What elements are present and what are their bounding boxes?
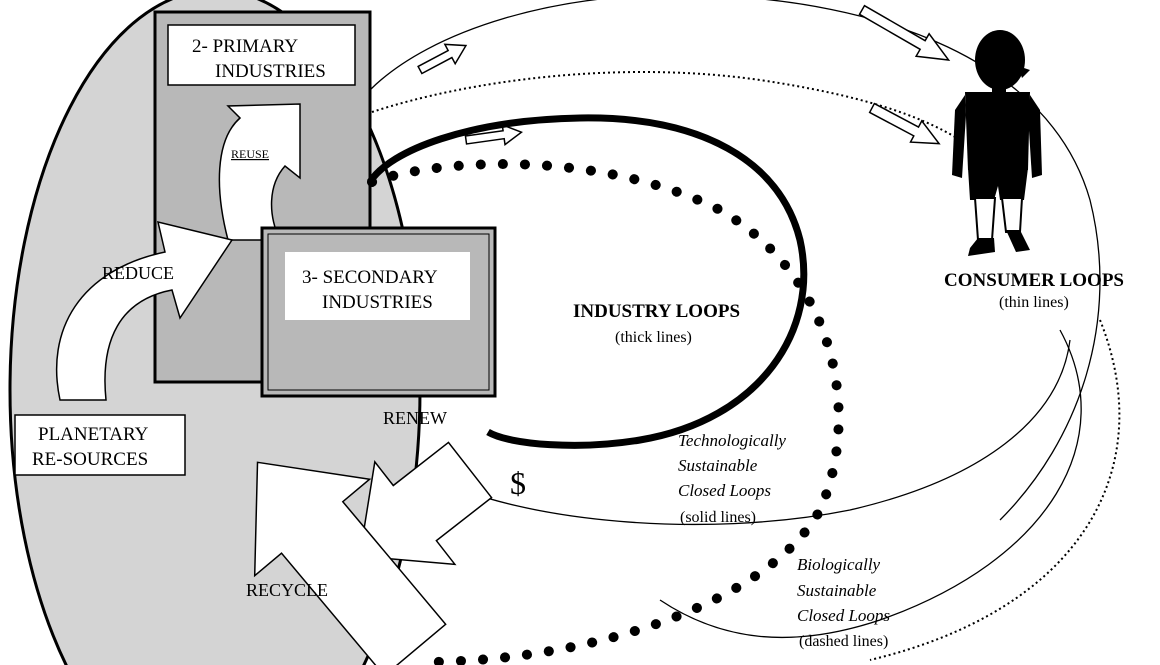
consumer-figure xyxy=(952,30,1042,256)
secondary-industries-inner-border xyxy=(267,233,490,391)
planetary-resources-line-2: RE-SOURCES xyxy=(32,449,148,470)
industry-loop-thick xyxy=(367,114,808,449)
primary-industries-label-box xyxy=(167,24,356,86)
consumer-arm-right xyxy=(1028,95,1042,178)
recycle-label: RECYCLE xyxy=(246,580,328,600)
consumer-foot-left xyxy=(968,238,995,256)
consumer-loops-title: CONSUMER LOOPS xyxy=(944,270,1124,291)
planetary-resources-line-1: PLANETARY xyxy=(38,424,149,445)
recycle-arrow xyxy=(253,461,447,665)
secondary-industries-label-box xyxy=(285,252,470,320)
consumer-arm-left xyxy=(952,95,966,178)
bio-loops-line-2: Sustainable xyxy=(797,581,877,600)
consumer-cap xyxy=(1018,66,1030,78)
consumer-leg-right xyxy=(1000,197,1024,233)
consumer-body xyxy=(965,92,1030,170)
tech-loops-line-2: Sustainable xyxy=(678,456,758,475)
reduce-arrow xyxy=(55,220,234,401)
consumer-neck xyxy=(992,85,1006,95)
secondary-industries-line-2: INDUSTRIES xyxy=(322,292,433,313)
renew-arrow xyxy=(358,441,493,566)
reduce-label: REDUCE xyxy=(102,263,174,283)
tech-loops-line-4: (solid lines) xyxy=(680,509,756,526)
primary-industries-line-2: INDUSTRIES xyxy=(215,61,326,82)
consumer-foot-right xyxy=(1006,230,1030,252)
consumer-loop-dotted-lower xyxy=(869,319,1121,661)
consumer-loops-subtitle: (thin lines) xyxy=(999,294,1069,311)
consumer-arrow-1 xyxy=(417,43,468,75)
renew-label: RENEW xyxy=(383,408,447,428)
biological-dotted-loop xyxy=(367,159,844,665)
bio-loops-line-1: Biologically xyxy=(797,555,881,574)
consumer-loop-dotted xyxy=(371,71,961,141)
bio-loops-line-3: Closed Loops xyxy=(797,606,890,625)
tech-loops-line-3: Closed Loops xyxy=(678,481,771,500)
consumer-leg-left xyxy=(973,197,997,241)
consumer-loop-middle xyxy=(659,329,1082,639)
primary-industries-line-1: 2- PRIMARY xyxy=(192,36,298,57)
industry-arrow xyxy=(464,123,523,146)
reuse-arrow xyxy=(218,103,301,241)
reuse-label: REUSE xyxy=(231,147,269,161)
consumer-shorts xyxy=(968,168,1028,200)
consumer-arrow-3 xyxy=(868,102,941,145)
bio-loops-line-4: (dashed lines) xyxy=(799,633,888,650)
planetary-resources-box xyxy=(14,414,186,476)
tech-loops-line-1: Technologically xyxy=(678,431,786,450)
industry-loops-title: INDUSTRY LOOPS xyxy=(573,301,740,322)
dollar-symbol: $ xyxy=(510,465,526,501)
technological-thin-loop xyxy=(439,339,1071,526)
secondary-industries-line-1: 3- SECONDARY xyxy=(302,267,438,288)
consumer-arrow-2 xyxy=(858,4,951,61)
industry-loops-subtitle: (thick lines) xyxy=(615,329,692,346)
consumer-loop-outer xyxy=(369,0,1101,521)
consumer-head xyxy=(975,30,1025,90)
